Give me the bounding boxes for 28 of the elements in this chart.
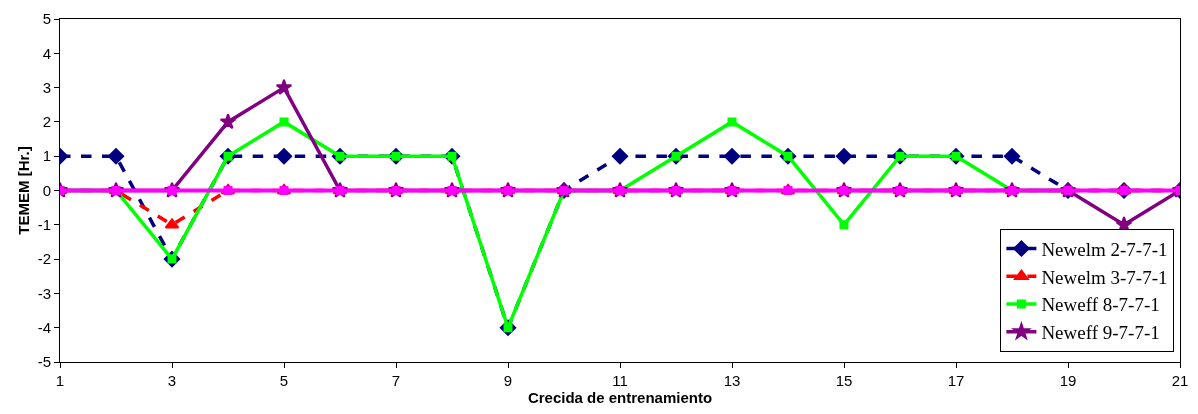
- y-tick-label: -1: [37, 216, 51, 234]
- x-tick-label: 5: [279, 372, 289, 389]
- y-tick-label: -2: [37, 250, 51, 268]
- y-tick-label: 5: [42, 10, 51, 28]
- x-tick-label: 19: [1059, 372, 1077, 389]
- x-tick-label: 1: [55, 372, 65, 389]
- y-tick-label: 0: [42, 181, 51, 199]
- x-tick-label: 3: [167, 372, 177, 389]
- legend-label: Neweff 8-7-7-1: [1041, 294, 1160, 316]
- x-tick-label: 15: [835, 372, 853, 389]
- x-tick-label: 11: [612, 372, 628, 389]
- y-axis-title: TEMEM [Hr.]: [14, 146, 32, 235]
- legend-label: Newelm 2-7-7-1: [1041, 238, 1168, 260]
- legend-label: Newelm 3-7-7-1: [1041, 266, 1168, 288]
- legend-label: Neweff 9-7-7-1: [1041, 322, 1160, 344]
- x-axis-title: Crecida de entrenamiento: [527, 389, 713, 406]
- y-tick-label: 3: [42, 78, 51, 96]
- x-tick-label: 21: [1171, 372, 1189, 389]
- y-tick-label: 2: [42, 113, 51, 131]
- x-tick-label: 13: [723, 372, 741, 389]
- x-tick-label: 9: [503, 372, 513, 389]
- y-tick-label: -3: [37, 284, 51, 302]
- y-tick-label: 1: [42, 147, 51, 165]
- y-tick-label: -4: [37, 318, 51, 336]
- y-tick-label: 4: [42, 44, 51, 62]
- x-tick-label: 7: [391, 372, 401, 389]
- x-tick-label: 17: [947, 372, 965, 389]
- y-tick-label: -5: [37, 353, 51, 371]
